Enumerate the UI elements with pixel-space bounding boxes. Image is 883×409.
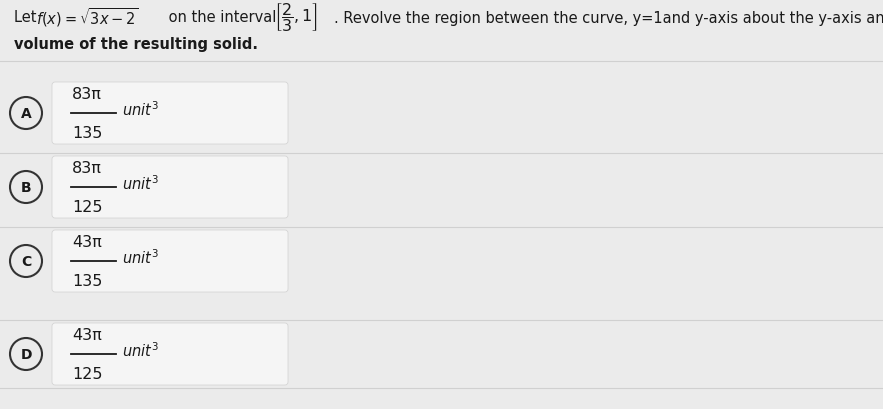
Text: $\left[\dfrac{2}{3},1\right]$: $\left[\dfrac{2}{3},1\right]$	[274, 2, 318, 34]
Text: $\mathit{unit}^3$: $\mathit{unit}^3$	[122, 100, 159, 119]
Text: 83π: 83π	[72, 161, 102, 175]
Text: on the interval: on the interval	[164, 11, 281, 25]
Circle shape	[10, 172, 42, 204]
Text: Let: Let	[14, 11, 42, 25]
Text: C: C	[21, 254, 31, 268]
FancyBboxPatch shape	[52, 230, 288, 292]
Text: $\mathit{unit}^3$: $\mathit{unit}^3$	[122, 248, 159, 267]
Text: volume of the resulting solid.: volume of the resulting solid.	[14, 37, 258, 52]
FancyBboxPatch shape	[52, 323, 288, 385]
Text: 135: 135	[72, 126, 102, 141]
Text: $\mathit{unit}^3$: $\mathit{unit}^3$	[122, 174, 159, 193]
Text: 43π: 43π	[72, 327, 102, 342]
Circle shape	[10, 245, 42, 277]
FancyBboxPatch shape	[52, 157, 288, 218]
Text: 83π: 83π	[72, 87, 102, 102]
FancyBboxPatch shape	[52, 83, 288, 145]
Text: 135: 135	[72, 273, 102, 288]
Text: 125: 125	[72, 366, 102, 381]
Circle shape	[10, 338, 42, 370]
Text: 43π: 43π	[72, 234, 102, 249]
Text: $f(x)=\sqrt{3x-2}$: $f(x)=\sqrt{3x-2}$	[36, 7, 139, 29]
Text: D: D	[20, 347, 32, 361]
Text: . Revolve the region between the curve, y=1and y-axis about the y-axis and find : . Revolve the region between the curve, …	[334, 11, 883, 25]
Text: B: B	[20, 180, 31, 195]
Text: 125: 125	[72, 200, 102, 214]
Text: $\mathit{unit}^3$: $\mathit{unit}^3$	[122, 341, 159, 360]
Circle shape	[10, 98, 42, 130]
Text: A: A	[20, 107, 32, 121]
